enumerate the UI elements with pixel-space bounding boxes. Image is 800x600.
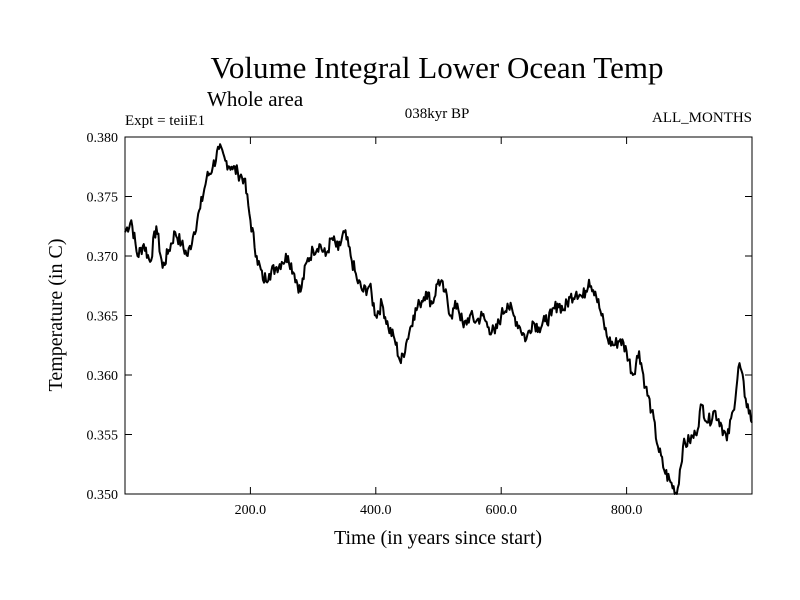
y-tick-label: 0.355	[87, 429, 119, 444]
plot-frame	[124, 136, 753, 495]
x-tick-label: 800.0	[611, 503, 643, 518]
chart-title: Volume Integral Lower Ocean Temp	[211, 50, 664, 85]
experiment-label: Expt = teiiE1	[125, 113, 205, 129]
y-tick-label: 0.380	[87, 131, 119, 146]
x-tick-label: 600.0	[485, 503, 517, 518]
y-tick-label: 0.360	[87, 369, 119, 384]
chart-subtitle: Whole area	[207, 87, 304, 111]
y-axis-label: Temperature (in C)	[45, 239, 67, 392]
y-tick-label: 0.370	[87, 250, 119, 265]
y-tick-label: 0.350	[87, 488, 119, 503]
y-axis: 0.350 0.355 0.360 0.365 0.370 0.375 0.380	[87, 131, 752, 503]
period-label: 038kyr BP	[405, 106, 470, 122]
x-tick-label: 400.0	[360, 503, 392, 518]
months-label: ALL_MONTHS	[652, 110, 752, 126]
series-line	[124, 143, 753, 495]
y-tick-label: 0.375	[87, 191, 119, 206]
x-axis: 200.0 400.0 600.0 800.0	[235, 137, 643, 518]
x-axis-label: Time (in years since start)	[334, 527, 542, 549]
x-tick-label: 200.0	[235, 503, 267, 518]
y-tick-label: 0.365	[87, 310, 119, 325]
